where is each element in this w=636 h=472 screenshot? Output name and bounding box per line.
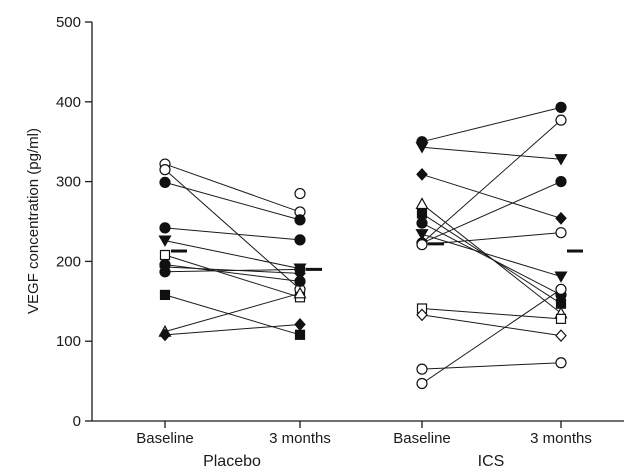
subject-line <box>421 222 562 296</box>
y-tick-label: 400 <box>56 94 81 111</box>
subject-line <box>421 119 562 244</box>
y-tick-label: 200 <box>56 253 81 270</box>
open-circle-marker <box>555 357 567 369</box>
open-diamond-marker <box>416 308 428 322</box>
subject-line <box>421 146 562 160</box>
filled-triangle-down-marker <box>158 235 172 247</box>
open-circle-marker <box>555 283 567 295</box>
x-tick-label: 3 months <box>269 430 331 447</box>
group-label: Placebo <box>203 453 261 470</box>
filled-circle-marker <box>159 266 171 278</box>
open-circle-marker <box>294 187 306 200</box>
filled-diamond-marker <box>555 211 567 225</box>
open-circle-marker <box>159 164 171 176</box>
filled-square-marker <box>416 208 428 219</box>
filled-circle-marker <box>294 214 306 226</box>
subject-line <box>421 362 562 370</box>
subject-line <box>164 292 301 333</box>
subject-line <box>164 227 301 241</box>
open-square-marker <box>555 313 567 324</box>
open-circle-marker <box>416 363 428 375</box>
filled-triangle-down-marker <box>554 154 568 166</box>
open-circle-marker <box>555 114 567 126</box>
open-circle-marker <box>555 227 567 239</box>
group-means <box>171 242 583 271</box>
data-points <box>158 101 568 390</box>
filled-circle-marker <box>555 176 567 188</box>
x-tick-label: Baseline <box>136 430 194 447</box>
subject-line <box>421 307 562 320</box>
filled-square-marker <box>294 329 306 340</box>
filled-circle-marker <box>416 217 428 229</box>
subject-line <box>164 254 301 298</box>
x-tick-labels: Baseline 3 months Placebo Baseline 3 months I… <box>136 421 592 470</box>
y-ticks: 0 100 200 300 400 500 <box>56 14 92 430</box>
subject-line <box>421 181 562 244</box>
subject-line <box>164 323 301 336</box>
open-triangle-marker <box>415 197 429 210</box>
filled-square-marker <box>555 298 567 309</box>
open-circle-marker <box>416 239 428 251</box>
filled-circle-marker <box>555 101 567 113</box>
x-tick-label: 3 months <box>530 430 592 447</box>
filled-diamond-marker <box>294 318 306 331</box>
group-label: ICS <box>478 453 505 470</box>
subject-line <box>421 106 562 143</box>
y-tick-label: 100 <box>56 333 81 350</box>
y-tick-label: 300 <box>56 174 81 191</box>
subject-line <box>164 181 301 221</box>
subject-line <box>421 314 562 337</box>
subject-line <box>421 233 562 278</box>
open-square-marker <box>159 249 171 261</box>
open-diamond-marker <box>555 329 567 343</box>
filled-triangle-down-marker <box>415 142 429 154</box>
y-tick-label: 500 <box>56 14 81 31</box>
filled-circle-marker <box>294 234 306 246</box>
subject-line <box>421 232 562 246</box>
filled-circle-marker <box>294 263 306 275</box>
subject-line <box>164 163 301 213</box>
x-tick-label: Baseline <box>393 430 451 447</box>
subject-line <box>164 268 301 273</box>
y-tick-label: 0 <box>73 413 81 430</box>
open-triangle-marker <box>293 286 307 299</box>
filled-diamond-marker <box>159 328 171 342</box>
filled-diamond-marker <box>416 168 428 181</box>
subject-line <box>164 240 301 270</box>
filled-square-marker <box>159 289 171 301</box>
subject-line <box>164 264 301 282</box>
filled-circle-marker <box>159 222 171 234</box>
filled-circle-marker <box>159 176 171 188</box>
filled-triangle-down-marker <box>554 271 568 283</box>
subject-line <box>164 294 301 336</box>
filled-triangle-down-marker <box>415 229 429 241</box>
open-circle-marker <box>416 377 428 390</box>
subject-lines <box>164 106 562 384</box>
y-axis-title: VEGF concentration (pg/ml) <box>25 128 42 314</box>
axes: VEGF concentration (pg/ml) <box>25 22 624 422</box>
subject-line <box>421 173 562 219</box>
subject-line <box>421 288 562 384</box>
